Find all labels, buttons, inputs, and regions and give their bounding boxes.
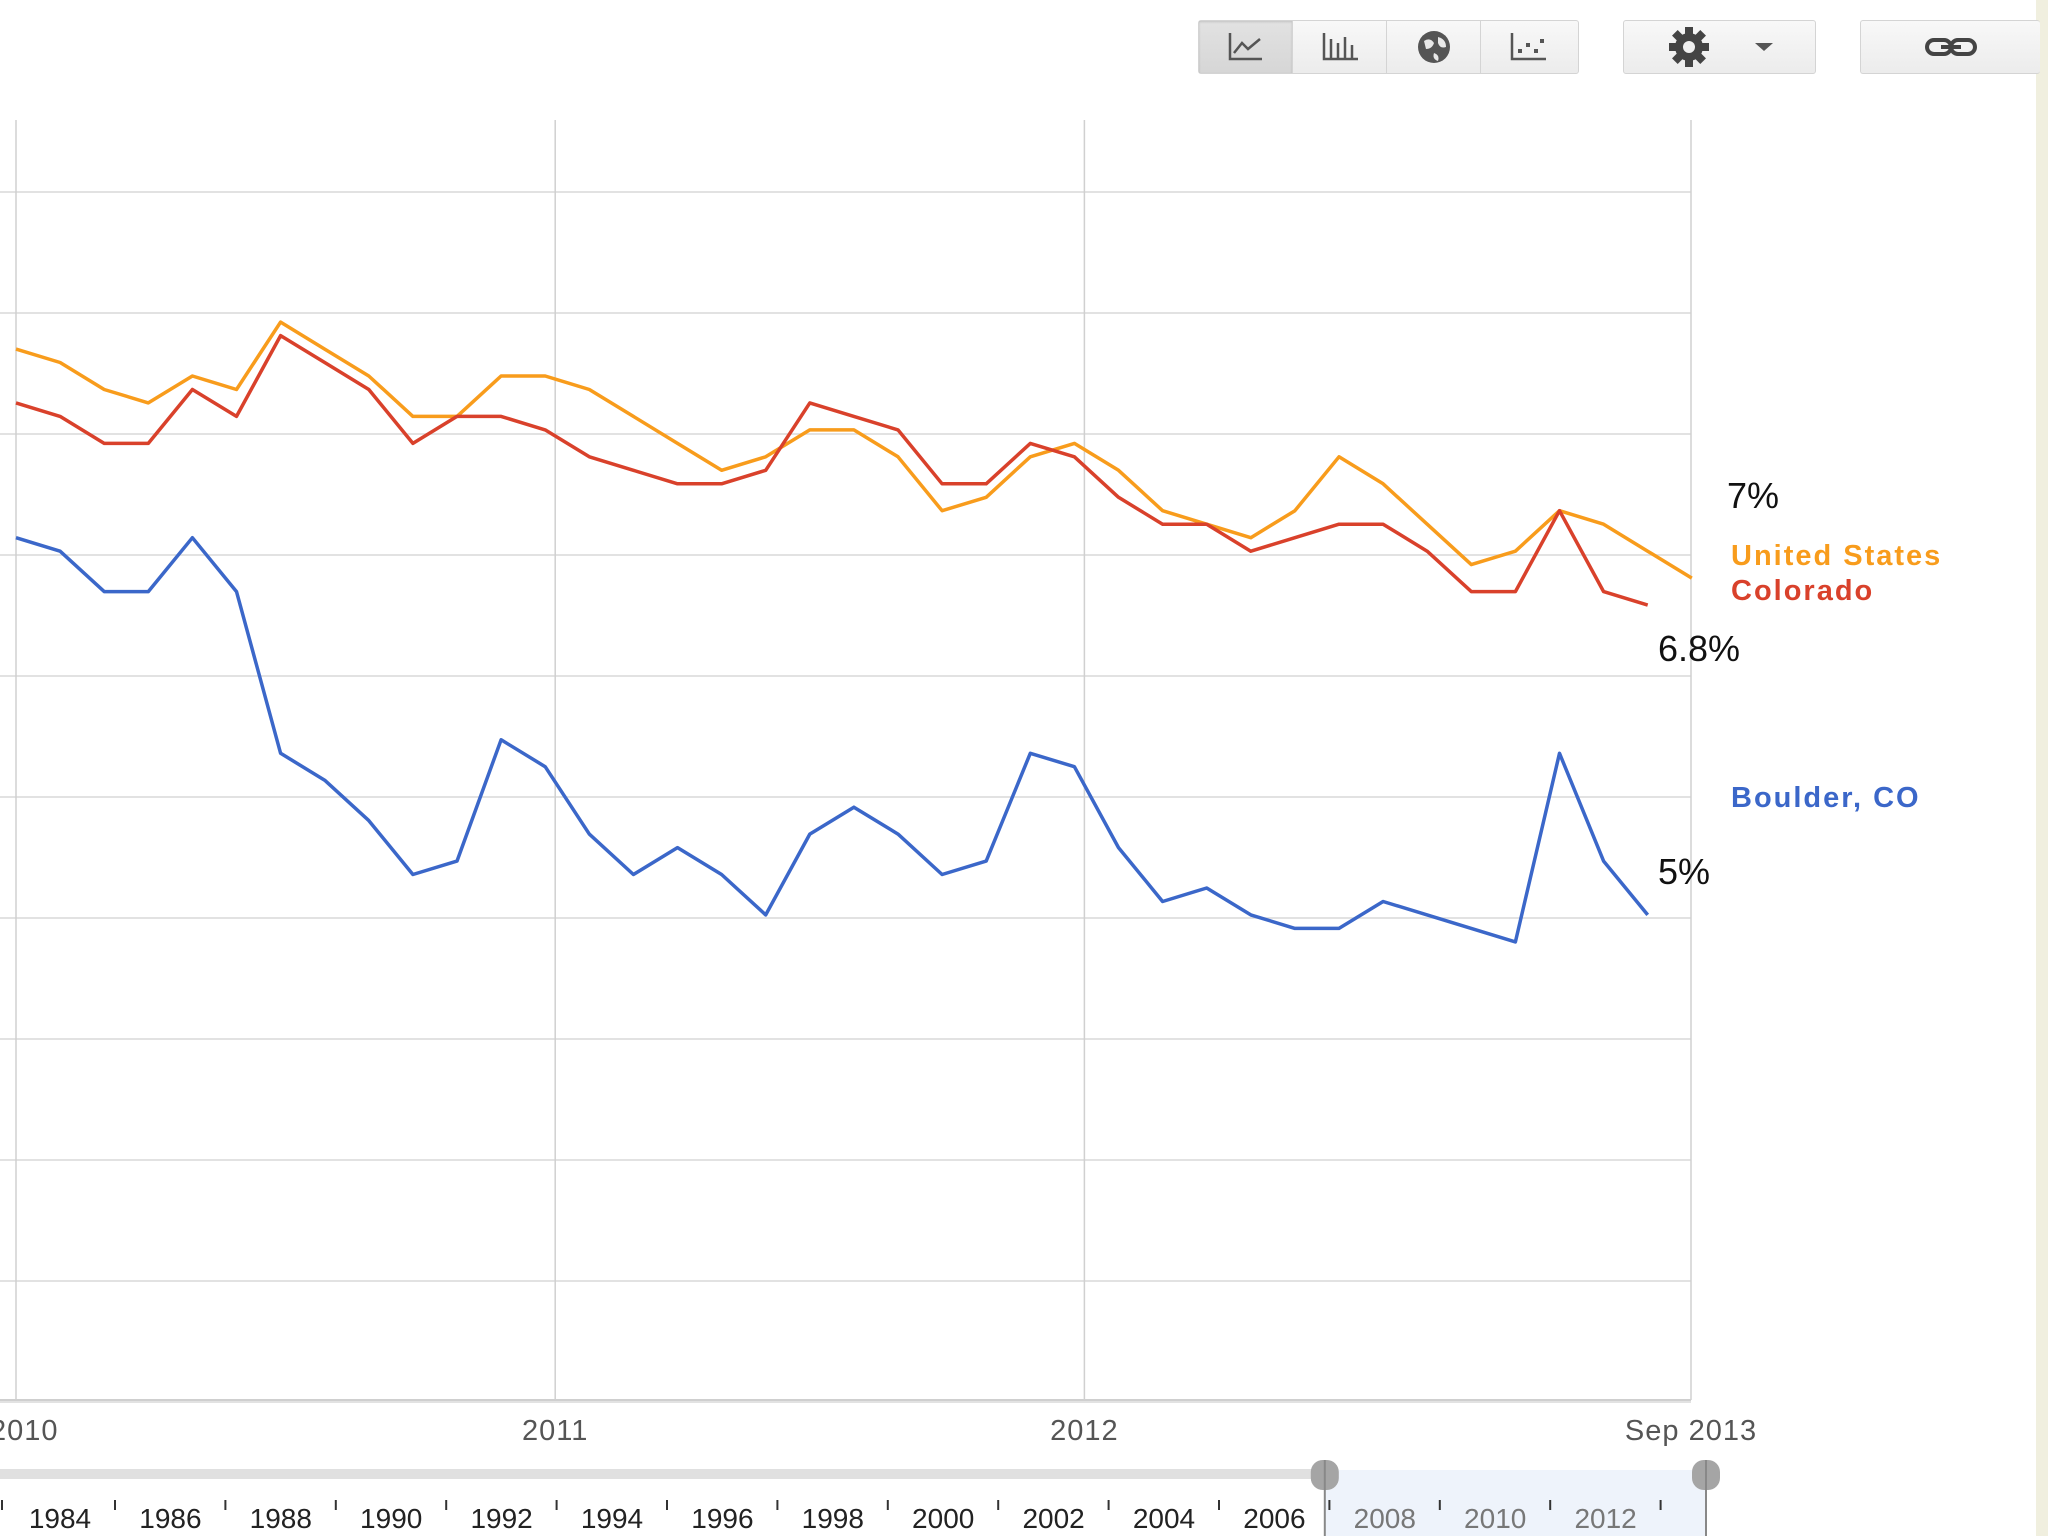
timeline-year-label: 2002 (1022, 1503, 1084, 1534)
bar-chart-icon (1322, 33, 1358, 61)
end-value-labels: 7% 6.8% 5% (1658, 475, 1779, 892)
x-tick-label: Sep 2013 (1625, 1415, 1757, 1447)
x-axis-labels: 2010 2011 2012 Sep 2013 (0, 1415, 1757, 1447)
timeline-year-label: 1986 (139, 1503, 201, 1534)
series-line-boulder-co[interactable] (15, 535, 1650, 944)
caret-down-icon[interactable] (1753, 41, 1775, 53)
series-lines (15, 320, 1693, 944)
scatter-icon (1510, 33, 1546, 61)
settings-menu[interactable] (1623, 20, 1816, 74)
timeline-year-label: 2010 (1464, 1503, 1526, 1534)
map-button[interactable] (1387, 21, 1481, 73)
timeline-year-label: 1984 (29, 1503, 91, 1534)
timeline-year-label: 2000 (912, 1503, 974, 1534)
x-tick-label: 2010 (0, 1415, 59, 1447)
timeline-year-label: 2012 (1574, 1503, 1636, 1534)
end-value-label: 6.8% (1658, 628, 1740, 669)
x-tick-label: 2012 (1050, 1415, 1119, 1447)
link-button[interactable] (1860, 20, 2040, 74)
legend-entry: United States (1731, 540, 1942, 572)
page-edge-strip (2036, 0, 2048, 1536)
timeline-year-label: 1998 (802, 1503, 864, 1534)
timeline-selection[interactable] (1324, 1470, 1705, 1536)
vertical-gridlines (15, 120, 1692, 1400)
timeline-year-label: 1996 (691, 1503, 753, 1534)
legend-entry: Boulder, CO (1731, 782, 1921, 814)
horizontal-gridlines (0, 191, 1691, 1403)
line-chart-button[interactable] (1199, 21, 1293, 73)
link-icon (1924, 38, 1977, 56)
end-value-label: 5% (1658, 851, 1710, 892)
x-tick-label: 2011 (522, 1415, 588, 1447)
timeline-year-label: 1988 (250, 1503, 312, 1534)
chart-type-selector[interactable] (1198, 20, 1579, 74)
globe-icon (1417, 31, 1450, 63)
timeline-slider[interactable]: 1984 1986 1988 1990 1992 1994 1996 1998 2000 2002… (0, 1460, 1720, 1536)
bar-chart-button[interactable] (1293, 21, 1387, 73)
timeline-year-label: 1990 (360, 1503, 422, 1534)
gear-icon[interactable] (1665, 23, 1713, 71)
timeline-year-label: 2008 (1354, 1503, 1416, 1534)
series-line-colorado[interactable] (15, 333, 1649, 607)
end-value-label: 7% (1727, 475, 1779, 516)
legend-entry: Colorado (1731, 575, 1874, 607)
line-chart-icon (1228, 33, 1262, 61)
timeline-year-label: 1992 (470, 1503, 532, 1534)
scatter-button[interactable] (1481, 21, 1575, 73)
timeline-year-label: 2006 (1243, 1503, 1305, 1534)
timeline-year-label: 2004 (1133, 1503, 1195, 1534)
timeline-year-label: 1994 (581, 1503, 643, 1534)
series-line-united-states[interactable] (15, 320, 1693, 580)
